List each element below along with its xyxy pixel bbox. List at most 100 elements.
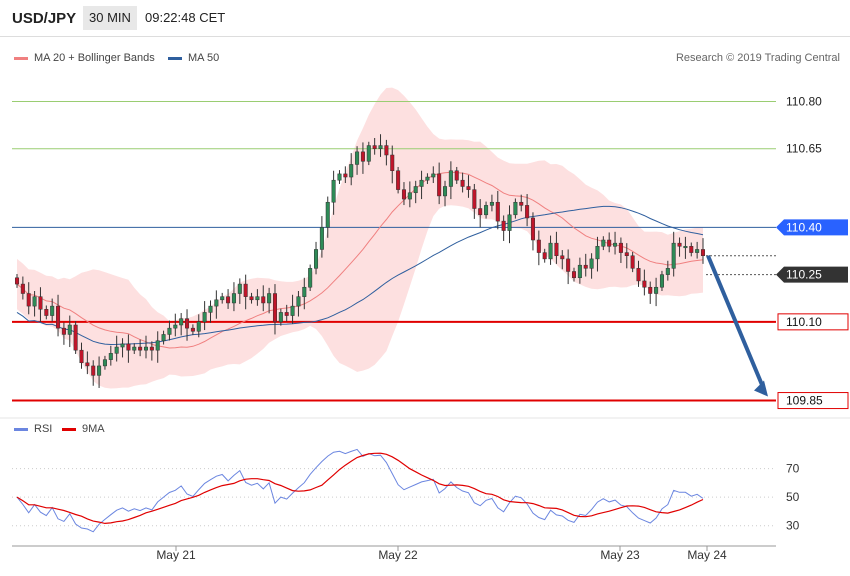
candle-body	[278, 312, 283, 323]
candle-body	[102, 359, 107, 367]
candle-body	[489, 201, 494, 206]
time-tick-label: May 21	[156, 548, 196, 562]
candle-body	[695, 249, 700, 253]
rsi-tick-label: 50	[786, 490, 800, 504]
instrument-title: USD/JPY	[12, 10, 77, 27]
candle-body	[460, 179, 465, 187]
candle-body	[607, 239, 612, 247]
candle-body	[618, 242, 623, 253]
candle-body	[601, 239, 606, 247]
candle-body	[700, 249, 706, 256]
rsi-tick-label: 30	[786, 519, 800, 533]
candle-body	[425, 176, 430, 181]
candle-body	[589, 258, 594, 269]
candle-body	[14, 277, 20, 285]
candle-body	[501, 220, 506, 231]
candle-body	[44, 309, 49, 316]
candle-body	[401, 189, 406, 200]
candle-body	[554, 242, 559, 256]
candle-body	[566, 258, 571, 272]
candle-body	[648, 286, 653, 294]
ma9-swatch	[62, 427, 76, 431]
credit-text: Research © 2019 Trading Central	[675, 52, 840, 64]
candle-body	[437, 173, 442, 197]
candle-body	[267, 293, 272, 304]
ma20-line	[16, 171, 704, 349]
forecast-arrow-head	[754, 380, 768, 397]
candle-body	[513, 201, 518, 216]
rsi-swatch	[14, 427, 28, 431]
candle-body	[530, 217, 535, 241]
candle-body	[366, 145, 371, 162]
candle-body	[319, 227, 324, 250]
candle-body	[149, 346, 154, 351]
candle-body	[624, 252, 629, 256]
candle-body	[577, 264, 582, 279]
candle-body	[296, 296, 301, 307]
candle-body	[126, 343, 131, 351]
candle-body	[343, 173, 348, 178]
candle-body	[114, 346, 119, 354]
candle-body	[642, 280, 647, 288]
candle-body	[548, 242, 553, 260]
candle-body	[173, 324, 178, 329]
ma50-swatch	[168, 56, 182, 60]
timeframe-badge[interactable]: 30 MIN	[83, 6, 137, 30]
candle-body	[595, 246, 600, 260]
candle-body	[20, 283, 25, 294]
candle-body	[677, 242, 682, 247]
price-tag-110.10	[777, 313, 849, 331]
candle-body	[155, 340, 160, 351]
candle-body	[32, 296, 37, 307]
candle-body	[79, 349, 84, 364]
candle-body	[542, 252, 547, 260]
ma20-label: MA 20 + Bollinger Bands	[34, 52, 155, 64]
legend-rsi: RSI	[14, 423, 52, 435]
candle-body	[61, 327, 66, 335]
candle-body	[208, 305, 213, 313]
candle-body	[185, 318, 190, 329]
candle-body	[73, 324, 78, 351]
candle-body	[472, 189, 477, 209]
candle-body	[38, 296, 43, 310]
candle-body	[290, 305, 295, 316]
candle-body	[519, 201, 524, 206]
candle-body	[443, 186, 448, 197]
candle-body	[67, 324, 72, 335]
time-tick-label: May 23	[600, 548, 640, 562]
candle-body	[466, 186, 471, 190]
ma50-label: MA 50	[188, 52, 220, 64]
candle-body	[613, 242, 618, 247]
rsi-tick-label: 70	[786, 462, 800, 476]
candle-body	[355, 151, 360, 165]
ma50-line	[16, 205, 704, 346]
candle-body	[484, 205, 489, 216]
candle-body	[97, 365, 102, 376]
candle-body	[413, 186, 418, 194]
price-tag-110.40	[776, 219, 848, 236]
ma9-label: 9MA	[82, 423, 105, 435]
candle-body	[349, 164, 354, 178]
candle-body	[167, 327, 172, 335]
candle-body	[659, 274, 664, 288]
time-tick-label: May 22	[378, 548, 418, 562]
candle-body	[231, 293, 236, 304]
candle-body	[372, 145, 377, 149]
candle-body	[179, 318, 184, 326]
candle-body	[56, 305, 61, 329]
legend-ma20: MA 20 + Bollinger Bands	[14, 52, 155, 64]
candle-body	[396, 170, 401, 190]
candle-body	[525, 205, 530, 219]
price-label-110.25: 110.25	[786, 268, 822, 282]
candle-body	[654, 286, 659, 294]
candle-body	[143, 346, 149, 351]
candle-body	[132, 346, 137, 351]
forecast-arrow-shaft	[706, 254, 766, 391]
candle-body	[249, 296, 254, 301]
candle-body	[196, 321, 201, 332]
candle-body	[202, 312, 207, 323]
candle-body	[560, 255, 565, 260]
candle-body	[108, 353, 113, 360]
candle-body	[390, 154, 395, 171]
